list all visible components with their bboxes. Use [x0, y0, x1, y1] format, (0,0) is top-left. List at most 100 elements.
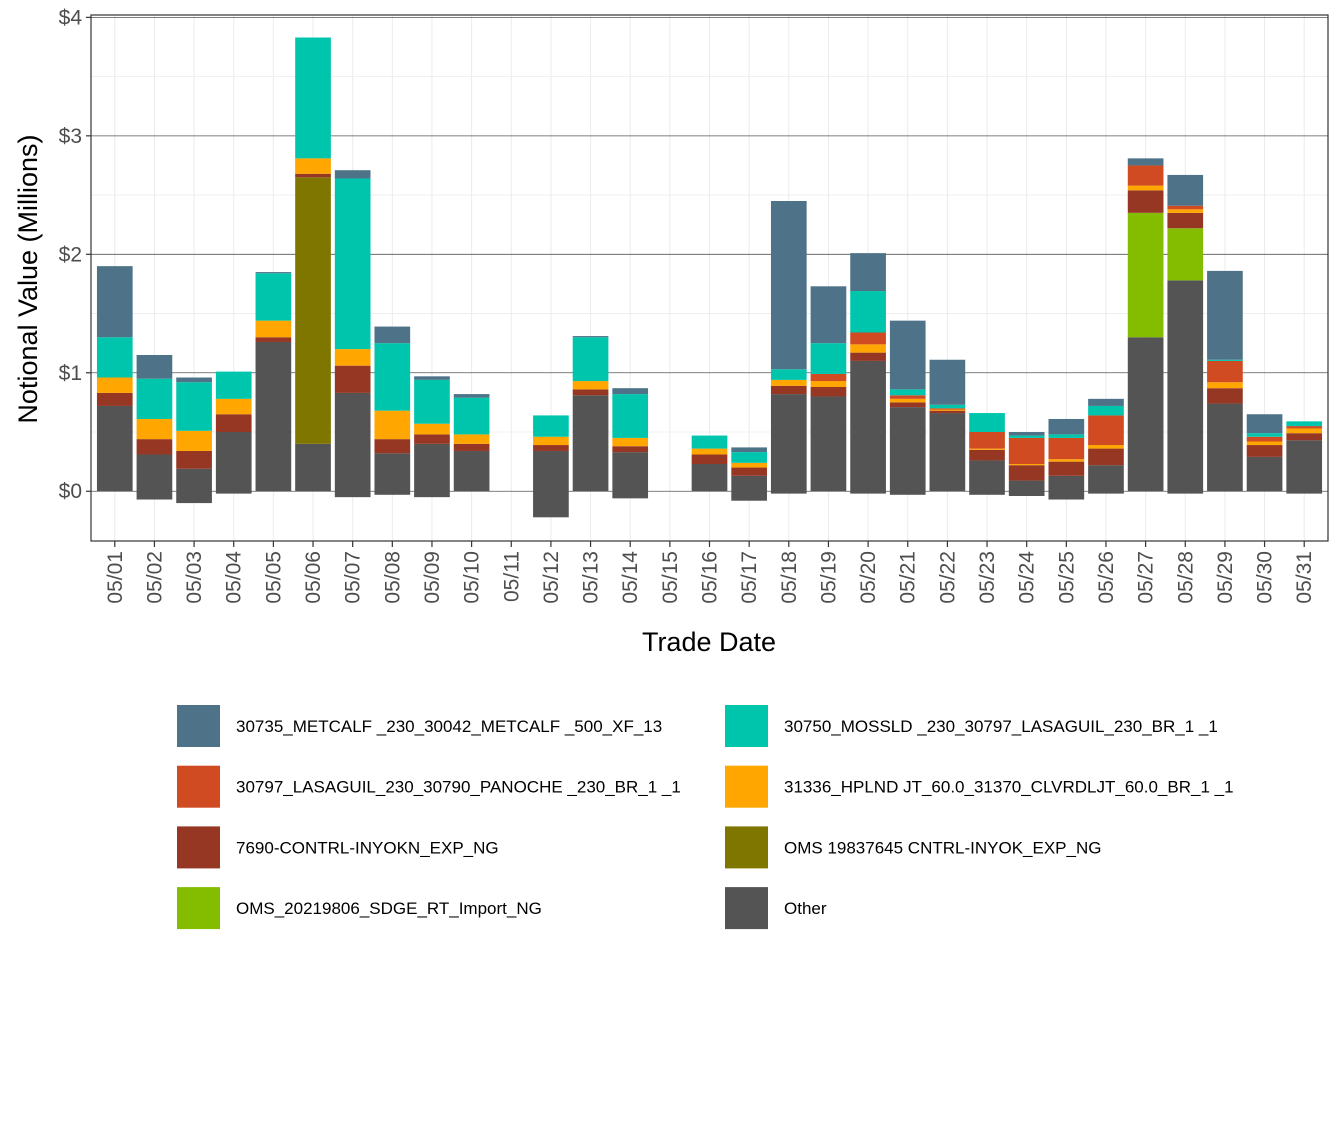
x-tick-label: 05/14: [619, 551, 642, 604]
bar-segment-other-negative: [1167, 491, 1204, 494]
bar-segment: [810, 373, 847, 382]
bar-segment: [374, 410, 411, 440]
bars: [96, 37, 1323, 518]
bar-segment: [850, 291, 886, 333]
bar-segment: [1008, 435, 1045, 438]
bar-segment-other-negative: [612, 491, 649, 499]
bar-segment: [334, 178, 371, 350]
x-tick-label: 05/22: [936, 551, 959, 604]
bar-segment: [334, 392, 371, 492]
bar-segment: [969, 448, 1005, 450]
bar-segment: [889, 320, 926, 390]
bar-segment: [929, 408, 966, 410]
bar-segment: [969, 413, 1005, 433]
legend-label: 31336_HPLND JT_60.0_31370_CLVRDLJT_60.0_…: [784, 778, 1234, 797]
bar-segment: [1167, 280, 1204, 492]
legend-label: 30735_METCALF _230_30042_METCALF _500_XF…: [236, 717, 662, 736]
bar-segment: [176, 382, 212, 431]
x-tick-label: 05/05: [262, 551, 285, 604]
bar-segment: [1207, 360, 1243, 383]
y-tick-label: $4: [59, 6, 83, 29]
legend-key: [177, 765, 220, 808]
bar-segment: [612, 394, 649, 438]
bar-segment: [810, 386, 847, 397]
bar-segment: [453, 394, 490, 398]
bar-segment: [96, 266, 133, 338]
y-axis: $0 $1 $2 $3 $4: [59, 6, 91, 503]
bar-segment: [255, 320, 292, 338]
y-axis-title: Notional Value (Millions): [13, 134, 43, 423]
bar-segment: [1167, 228, 1204, 281]
bar-segment: [1167, 209, 1204, 213]
bar-segment: [929, 409, 966, 411]
x-tick-label: 05/20: [857, 551, 880, 604]
bar-segment: [414, 423, 450, 435]
bar-segment: [691, 448, 728, 455]
x-tick-label: 05/11: [500, 551, 523, 602]
bar-segment: [1246, 414, 1283, 434]
bar-segment: [691, 435, 728, 449]
legend-label: OMS_20219806_SDGE_RT_Import_NG: [236, 899, 542, 918]
legend: 30735_METCALF _230_30042_METCALF _500_XF…: [177, 705, 1234, 930]
bar-segment: [1008, 432, 1045, 436]
bar-segment: [850, 253, 886, 292]
bar-segment: [1048, 418, 1085, 435]
y-tick-label: $0: [59, 480, 82, 503]
bar-segment: [1207, 388, 1243, 404]
bar-segment: [929, 404, 966, 409]
bar-segment: [770, 394, 807, 492]
bar-segment: [572, 337, 609, 382]
bar-segment: [770, 385, 807, 395]
x-tick-label: 05/30: [1254, 551, 1277, 604]
bar-segment-other-negative: [1088, 491, 1124, 494]
bar-segment: [1088, 398, 1124, 406]
bar-segment-other-negative: [889, 491, 926, 495]
bar-segment: [1048, 461, 1085, 476]
bar-segment: [969, 432, 1005, 449]
bar-segment: [255, 273, 292, 321]
bar-segment: [1246, 456, 1283, 492]
bar-segment: [1127, 165, 1164, 186]
legend-label: 7690-CONTRL-INYOKN_EXP_NG: [236, 838, 499, 857]
bar-segment: [1088, 465, 1124, 492]
bar-segment: [255, 337, 292, 342]
bar-segment: [731, 452, 767, 463]
legend-label: OMS 19837645 CNTRL-INYOK_EXP_NG: [784, 838, 1101, 857]
x-axis: 05/01 05/02 05/03 05/04 05/05 05/06 05/07 05/08…: [104, 541, 1316, 604]
bar-segment: [533, 450, 569, 492]
bar-segment: [1286, 440, 1323, 492]
bar-segment: [1167, 205, 1204, 210]
bar-segment: [612, 437, 649, 447]
bar-segment: [414, 443, 450, 492]
bar-segment: [691, 463, 728, 492]
x-tick-label: 05/09: [421, 551, 444, 604]
bar-segment: [295, 177, 331, 444]
bar-segment-other-negative: [770, 491, 807, 494]
bar-segment: [1127, 158, 1164, 166]
bar-segment: [889, 402, 926, 408]
bar-segment: [215, 371, 252, 399]
bar-segment: [374, 453, 411, 492]
x-tick-label: 05/26: [1095, 551, 1118, 604]
x-tick-label: 05/12: [540, 551, 563, 604]
bar-segment: [96, 405, 133, 492]
bar-segment: [850, 352, 886, 361]
x-tick-label: 05/06: [302, 551, 325, 604]
bar-segment: [414, 379, 450, 424]
bar-segment-other-negative: [1008, 491, 1045, 496]
bar-segment: [612, 452, 649, 492]
x-tick-label: 05/31: [1293, 551, 1316, 604]
bar-segment: [136, 355, 173, 379]
bar-segment: [295, 158, 331, 174]
bar-segment: [136, 454, 173, 492]
bar-segment: [1207, 403, 1243, 492]
bar-segment-other-negative: [334, 491, 371, 498]
bar-segment: [929, 359, 966, 405]
bar-segment: [136, 439, 173, 455]
bar-segment: [1127, 185, 1164, 191]
bar-segment: [929, 413, 966, 492]
bar-segment: [215, 398, 252, 415]
bar-segment: [1286, 426, 1323, 429]
bar-segment: [136, 378, 173, 419]
